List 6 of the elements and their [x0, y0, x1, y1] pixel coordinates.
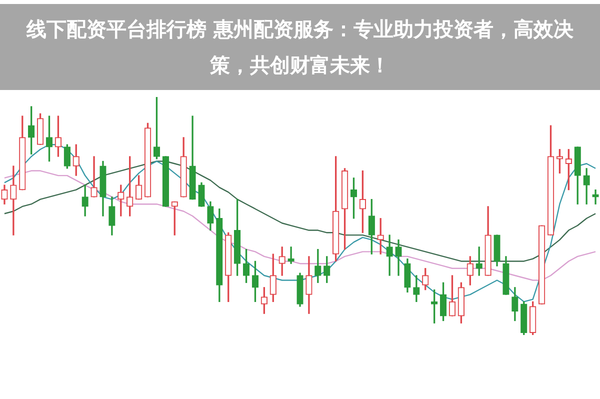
candlestick	[288, 246, 294, 264]
chart-title: 线下配资平台排行榜 惠州配资服务：专业助力投资者，高效决策，共创财富未来！	[0, 4, 600, 90]
candlestick	[90, 156, 98, 198]
candlestick	[386, 234, 393, 276]
candlestick	[592, 189, 599, 204]
candlestick	[10, 166, 17, 236]
